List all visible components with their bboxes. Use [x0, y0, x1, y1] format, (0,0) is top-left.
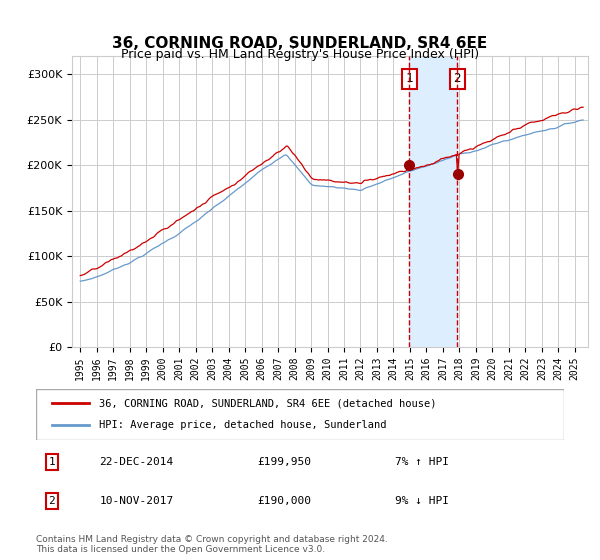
Text: 9% ↓ HPI: 9% ↓ HPI	[395, 496, 449, 506]
Bar	[409, 56, 457, 347]
Text: £199,950: £199,950	[258, 457, 312, 467]
FancyBboxPatch shape	[36, 389, 564, 440]
Text: £190,000: £190,000	[258, 496, 312, 506]
Text: 22-DEC-2014: 22-DEC-2014	[100, 457, 173, 467]
Text: 10-NOV-2017: 10-NOV-2017	[100, 496, 173, 506]
Text: 2: 2	[49, 496, 55, 506]
Text: 1: 1	[49, 457, 55, 467]
Text: 7% ↑ HPI: 7% ↑ HPI	[395, 457, 449, 467]
Text: HPI: Average price, detached house, Sunderland: HPI: Average price, detached house, Sund…	[100, 421, 387, 431]
Text: 2: 2	[454, 72, 461, 85]
Text: 1: 1	[406, 72, 413, 85]
Text: 36, CORNING ROAD, SUNDERLAND, SR4 6EE: 36, CORNING ROAD, SUNDERLAND, SR4 6EE	[112, 36, 488, 52]
Text: 36, CORNING ROAD, SUNDERLAND, SR4 6EE (detached house): 36, CORNING ROAD, SUNDERLAND, SR4 6EE (d…	[100, 398, 437, 408]
Text: Price paid vs. HM Land Registry's House Price Index (HPI): Price paid vs. HM Land Registry's House …	[121, 48, 479, 60]
Text: Contains HM Land Registry data © Crown copyright and database right 2024.
This d: Contains HM Land Registry data © Crown c…	[36, 535, 388, 554]
